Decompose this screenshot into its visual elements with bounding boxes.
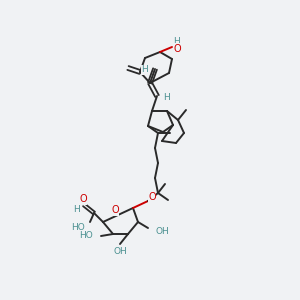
Text: O: O — [111, 205, 119, 215]
Text: H: H — [73, 206, 80, 214]
Text: HO: HO — [79, 232, 93, 241]
Text: O: O — [79, 194, 87, 204]
Text: HO: HO — [71, 223, 85, 232]
Text: O: O — [148, 192, 156, 202]
Text: H: H — [142, 65, 148, 74]
Text: OH: OH — [113, 247, 127, 256]
Text: H: H — [174, 38, 180, 46]
Text: OH: OH — [156, 226, 170, 236]
Text: O: O — [173, 44, 181, 54]
Text: H: H — [164, 92, 170, 101]
